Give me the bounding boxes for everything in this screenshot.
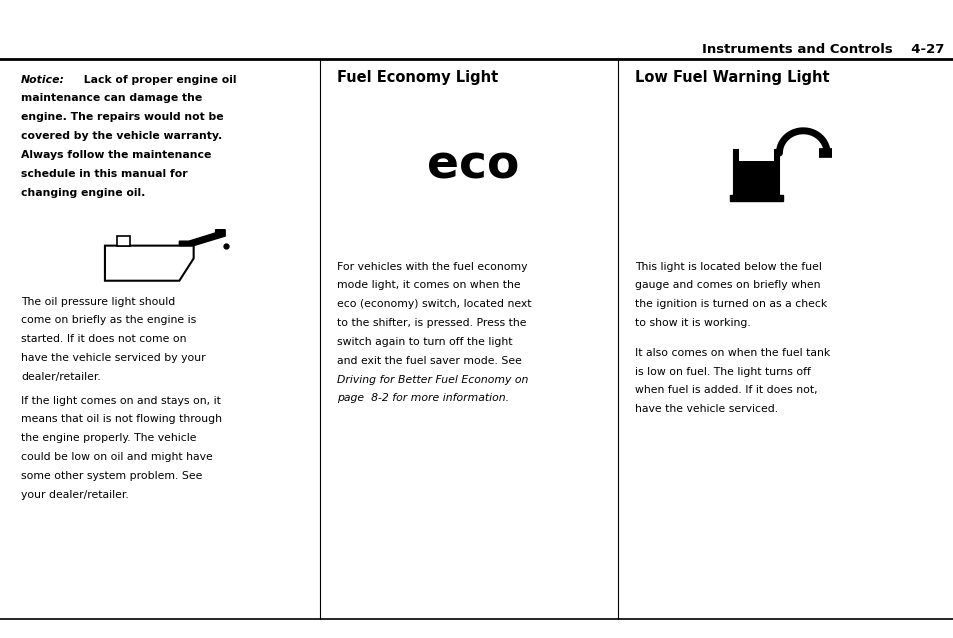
Text: Driving for Better Fuel Economy on: Driving for Better Fuel Economy on	[336, 375, 528, 385]
Text: have the vehicle serviced.: have the vehicle serviced.	[635, 404, 778, 414]
Text: is low on fuel. The light turns off: is low on fuel. The light turns off	[635, 366, 810, 376]
Text: page  8-2 for more information.: page 8-2 for more information.	[336, 393, 508, 403]
Text: when fuel is added. If it does not,: when fuel is added. If it does not,	[635, 385, 817, 396]
Polygon shape	[117, 236, 130, 246]
Text: dealer/retailer.: dealer/retailer.	[21, 372, 101, 382]
Bar	[733, 150, 779, 198]
Text: started. If it does not come on: started. If it does not come on	[21, 334, 186, 345]
Text: the ignition is turned on as a check: the ignition is turned on as a check	[635, 299, 827, 309]
Text: It also comes on when the fuel tank: It also comes on when the fuel tank	[635, 348, 830, 358]
Text: Low Fuel Warning Light: Low Fuel Warning Light	[635, 70, 829, 85]
Text: mode light, it comes on when the: mode light, it comes on when the	[336, 281, 519, 290]
Text: come on briefly as the engine is: come on briefly as the engine is	[21, 316, 196, 325]
Text: to the shifter, is pressed. Press the: to the shifter, is pressed. Press the	[336, 318, 526, 328]
Text: changing engine oil.: changing engine oil.	[21, 188, 145, 198]
Text: maintenance can damage the: maintenance can damage the	[21, 93, 202, 103]
Text: engine. The repairs would not be: engine. The repairs would not be	[21, 112, 223, 122]
Text: your dealer/retailer.: your dealer/retailer.	[21, 490, 129, 500]
Text: the engine properly. The vehicle: the engine properly. The vehicle	[21, 433, 196, 443]
Text: eco (economy) switch, located next: eco (economy) switch, located next	[336, 299, 531, 309]
Text: gauge and comes on briefly when: gauge and comes on briefly when	[635, 281, 820, 290]
Text: eco: eco	[427, 144, 519, 188]
Text: This light is located below the fuel: This light is located below the fuel	[635, 262, 821, 272]
Polygon shape	[105, 246, 193, 281]
Bar	[729, 195, 782, 201]
Text: switch again to turn off the light: switch again to turn off the light	[336, 337, 512, 347]
Text: Fuel Economy Light: Fuel Economy Light	[336, 70, 497, 85]
Text: Notice:: Notice:	[21, 75, 65, 85]
Text: schedule in this manual for: schedule in this manual for	[21, 168, 188, 179]
Text: some other system problem. See: some other system problem. See	[21, 471, 202, 481]
Text: could be low on oil and might have: could be low on oil and might have	[21, 452, 213, 462]
Text: The oil pressure light should: The oil pressure light should	[21, 297, 175, 307]
Text: and exit the fuel saver mode. See: and exit the fuel saver mode. See	[336, 356, 521, 366]
Text: Lack of proper engine oil: Lack of proper engine oil	[80, 75, 236, 85]
Text: Always follow the maintenance: Always follow the maintenance	[21, 150, 212, 160]
Text: to show it is working.: to show it is working.	[635, 318, 750, 328]
Text: If the light comes on and stays on, it: If the light comes on and stays on, it	[21, 396, 221, 406]
Text: Instruments and Controls    4-27: Instruments and Controls 4-27	[701, 43, 943, 56]
Polygon shape	[179, 230, 225, 246]
Bar	[739, 148, 773, 161]
Text: means that oil is not flowing through: means that oil is not flowing through	[21, 415, 222, 424]
Text: have the vehicle serviced by your: have the vehicle serviced by your	[21, 353, 206, 363]
Text: For vehicles with the fuel economy: For vehicles with the fuel economy	[336, 262, 527, 272]
Text: covered by the vehicle warranty.: covered by the vehicle warranty.	[21, 131, 222, 141]
